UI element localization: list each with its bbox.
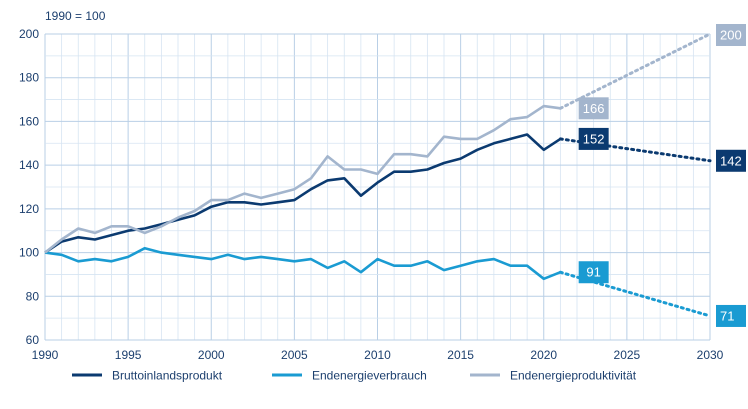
y-tick-label: 180 (19, 71, 39, 85)
y-tick-label: 120 (19, 202, 39, 216)
value-labels: 152 142 91 71 166 200 (578, 24, 746, 327)
y-axis-ticks: 60 80 100 120 140 160 180 200 (19, 27, 39, 347)
end-value-label: 91 (586, 265, 600, 280)
end-value-label: 152 (583, 131, 605, 146)
series-line (44, 246, 561, 281)
end-value-box (578, 261, 609, 284)
series-line (44, 104, 561, 254)
projection-value-box (716, 149, 746, 172)
y-tick-label: 100 (19, 246, 39, 260)
projection-value-label: 71 (720, 308, 734, 323)
end-value-box (578, 97, 609, 120)
legend-label: Endenergieverbrauch (312, 369, 427, 383)
y-tick-label: 200 (19, 27, 39, 41)
projection-value-label: 200 (720, 28, 742, 43)
end-value-box (578, 127, 609, 150)
gridlines (44, 33, 711, 341)
projection-value-label: 142 (720, 153, 742, 168)
y-tick-label: 160 (19, 114, 39, 128)
x-tick-label: 2020 (530, 348, 557, 362)
x-tick-label: 2000 (198, 348, 225, 362)
projection-value-box (716, 304, 746, 327)
legend-label: Endenergieproduktivität (510, 369, 637, 383)
y-tick-label: 80 (26, 289, 40, 303)
series-line (44, 133, 562, 254)
legend-label: Bruttoinlandsprodukt (112, 369, 223, 383)
index-note: 1990 = 100 (45, 9, 106, 23)
x-tick-label: 2015 (447, 348, 474, 362)
legend: Bruttoinlandsprodukt Endenergieverbrauch E… (72, 369, 637, 383)
x-tick-label: 1995 (115, 348, 142, 362)
x-axis-ticks: 1990 1995 2000 2005 2010 2015 2020 2025 2030 (32, 348, 724, 362)
x-tick-label: 2025 (614, 348, 641, 362)
y-tick-label: 140 (19, 158, 39, 172)
projection-line (558, 32, 712, 110)
end-value-label: 166 (583, 101, 605, 116)
x-tick-label: 1990 (32, 348, 59, 362)
x-tick-label: 2030 (697, 348, 724, 362)
x-tick-label: 2010 (364, 348, 391, 362)
x-tick-label: 2005 (281, 348, 308, 362)
projection-value-box (716, 24, 746, 46)
y-tick-label: 60 (26, 333, 40, 347)
